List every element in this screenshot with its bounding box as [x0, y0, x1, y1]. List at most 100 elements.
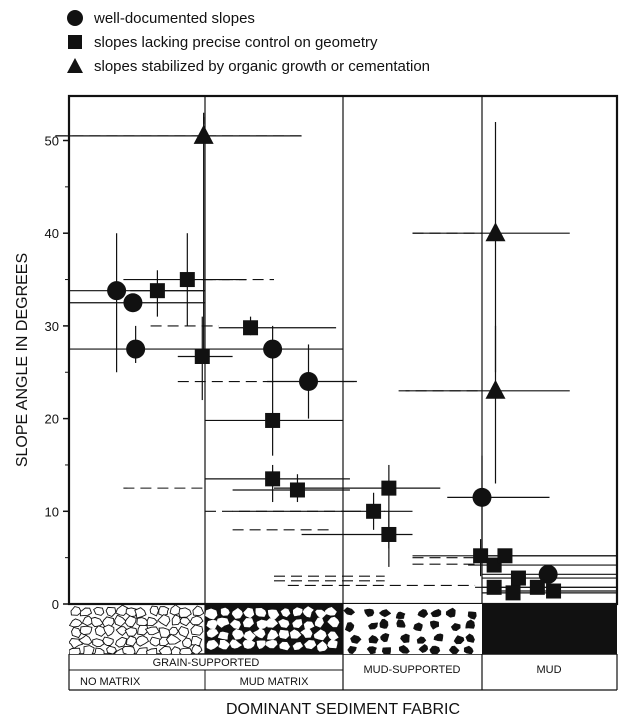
- grain-no-matrix: [181, 637, 194, 649]
- grain-mud-supported: [366, 646, 377, 654]
- legend-label-square: slopes lacking precise control on geomet…: [94, 33, 378, 51]
- grain-no-matrix: [144, 626, 160, 636]
- grain-mud-supported: [465, 619, 475, 629]
- grain-no-matrix: [146, 616, 159, 626]
- grain-mud-matrix: [324, 606, 337, 616]
- grain-mud-matrix: [256, 619, 269, 630]
- grain-mud-supported: [363, 608, 375, 617]
- grain-mud-supported: [429, 645, 441, 654]
- grain-no-matrix: [158, 645, 174, 654]
- grain-no-matrix: [124, 627, 138, 637]
- grain-no-matrix: [106, 645, 117, 654]
- legend-label-circle: well-documented slopes: [94, 9, 255, 27]
- grain-no-matrix: [171, 614, 182, 626]
- grain-no-matrix: [158, 606, 170, 616]
- grain-mud-matrix: [229, 619, 241, 630]
- grain-no-matrix: [105, 606, 117, 618]
- grain-no-matrix: [79, 625, 93, 636]
- grain-mud-matrix: [316, 640, 328, 652]
- grain-mud-matrix: [292, 619, 303, 629]
- fabric-label-mud: MUD: [536, 664, 561, 676]
- grain-mud-supported: [413, 622, 423, 632]
- grain-no-matrix: [178, 607, 192, 618]
- data-point-square: [381, 480, 397, 496]
- data-point-triangle: [485, 379, 506, 399]
- y-tick-label: 50: [45, 134, 59, 149]
- grain-no-matrix: [114, 614, 127, 627]
- y-tick-label: 20: [45, 412, 59, 427]
- grain-mud-matrix: [218, 639, 230, 650]
- grain-mud-matrix: [280, 608, 291, 618]
- grain-mud-supported: [347, 645, 357, 654]
- data-point-square: [366, 503, 382, 519]
- grain-mud-matrix: [327, 639, 338, 649]
- grain-no-matrix: [69, 638, 83, 650]
- legend: well-documented slopes slopes lacking pr…: [64, 6, 430, 78]
- grain-mud-matrix: [279, 641, 291, 651]
- grain-no-matrix: [122, 646, 136, 654]
- grain-mud-supported: [398, 645, 410, 654]
- grain-no-matrix: [83, 645, 95, 654]
- grain-no-matrix: [69, 647, 81, 654]
- grain-mud-supported: [450, 623, 461, 632]
- grain-mud-matrix: [302, 606, 314, 618]
- data-point-circle: [107, 281, 127, 301]
- grain-mud-matrix: [242, 618, 254, 628]
- grain-no-matrix: [102, 624, 115, 637]
- grain-no-matrix: [92, 638, 105, 647]
- legend-item-circle: well-documented slopes: [64, 6, 430, 30]
- grain-no-matrix: [135, 647, 148, 654]
- data-point-square: [505, 585, 521, 601]
- data-point-square: [510, 570, 526, 586]
- grain-no-matrix: [134, 607, 147, 619]
- grain-mud-supported: [445, 607, 456, 618]
- y-tick-label: 30: [45, 319, 59, 334]
- grain-mud-matrix: [292, 642, 304, 651]
- legend-label-triangle: slopes stabilized by organic growth or c…: [94, 57, 431, 75]
- grain-mud-matrix: [205, 608, 218, 620]
- grain-no-matrix: [126, 635, 137, 647]
- grain-mud-supported: [418, 643, 429, 653]
- triangle-marker-icon: [67, 58, 83, 73]
- grain-no-matrix: [191, 643, 203, 654]
- fabric-label-mud-matrix: MUD MATRIX: [240, 676, 310, 688]
- legend-item-triangle: slopes stabilized by organic growth or c…: [64, 54, 430, 78]
- data-point-square: [486, 579, 502, 595]
- grain-mud-matrix: [217, 631, 229, 640]
- grain-mud-matrix: [265, 639, 278, 649]
- grain-mud-matrix: [313, 629, 327, 641]
- grain-mud-supported: [350, 634, 362, 644]
- grain-no-matrix: [115, 626, 129, 636]
- grain-mud-matrix: [278, 618, 290, 628]
- grain-mud-supported: [417, 609, 429, 618]
- data-point-square: [529, 579, 545, 595]
- data-point-triangle: [485, 222, 506, 242]
- data-point-square: [381, 526, 397, 542]
- data-point-circle: [299, 372, 318, 392]
- data-point-square: [179, 272, 195, 288]
- data-point-square: [243, 320, 259, 336]
- grain-mud-matrix: [327, 616, 340, 628]
- grain-no-matrix: [135, 635, 150, 647]
- data-point-circle: [538, 564, 558, 584]
- grain-mud-matrix: [267, 609, 280, 620]
- data-point-square: [289, 482, 305, 498]
- grain-no-matrix: [189, 615, 204, 626]
- data-point-square: [194, 348, 210, 364]
- grain-mud-matrix: [206, 628, 219, 638]
- grain-no-matrix: [168, 626, 179, 636]
- grain-mud-supported: [378, 609, 392, 618]
- grain-no-matrix: [93, 647, 105, 654]
- grain-mud-matrix: [314, 617, 324, 628]
- grain-mud-matrix: [278, 629, 290, 640]
- grain-no-matrix: [145, 647, 158, 654]
- grain-mud-matrix: [256, 640, 266, 650]
- data-point-square: [265, 412, 281, 428]
- grain-mud-supported: [368, 635, 379, 644]
- grain-no-matrix: [190, 624, 204, 636]
- y-tick-label: 0: [52, 597, 59, 612]
- grain-mud-supported: [367, 622, 378, 630]
- fabric-label-mud-supported: MUD-SUPPORTED: [364, 664, 461, 676]
- mud-supported-bg: [343, 604, 482, 654]
